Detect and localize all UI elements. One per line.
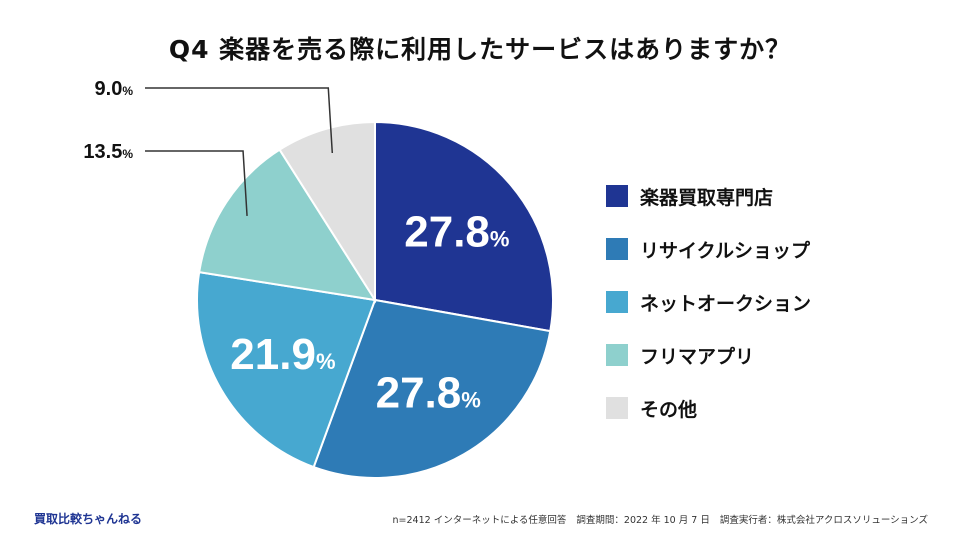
slice-value-label: 13.5% — [83, 141, 133, 163]
survey-footnote: n=2412 インターネットによる任意回答 調査期間：2022 年 10 月 7 … — [383, 512, 928, 526]
legend-item-other: その他 — [606, 394, 811, 422]
slice-value-label: 21.9% — [230, 330, 335, 379]
legend-item-recycle: リサイクルショップ — [606, 235, 811, 263]
legend: 楽器買取専門店 リサイクルショップ ネットオークション フリマアプリ その他 — [606, 182, 811, 447]
legend-label: リサイクルショップ — [640, 239, 811, 262]
legend-swatch — [606, 397, 628, 419]
legend-label: ネットオークション — [640, 292, 812, 315]
pie-slice — [278, 120, 376, 304]
period-note: 調査期間：2022 年 10 月 7 日 — [576, 515, 710, 526]
pie-slice — [374, 120, 554, 333]
slice-value-label: 27.8% — [376, 369, 481, 418]
sample-note: n=2412 インターネットによる任意回答 — [392, 515, 567, 526]
legend-label: その他 — [640, 398, 698, 421]
legend-label: フリマアプリ — [640, 345, 755, 368]
leader-line — [145, 87, 334, 154]
chart-title: Q4 楽器を売る際に利用したサービスはありますか？ — [168, 35, 792, 64]
conductor-note: 調査実行者：株式会社アクロスソリューションズ — [719, 515, 928, 526]
pie-slice — [198, 148, 378, 302]
legend-swatch — [606, 344, 628, 366]
legend-swatch — [606, 291, 628, 313]
brand-name: 買取比較ちゃんねる — [34, 512, 143, 526]
leader-line — [145, 150, 248, 217]
pie-slice — [196, 271, 377, 469]
legend-label: 楽器買取専門店 — [640, 186, 774, 209]
legend-item-auction: ネットオークション — [606, 288, 811, 316]
legend-item-flea: フリマアプリ — [606, 341, 811, 369]
legend-item-shop: 楽器買取専門店 — [606, 182, 811, 210]
legend-swatch — [606, 185, 628, 207]
legend-swatch — [606, 238, 628, 260]
slice-value-label: 9.0% — [95, 78, 134, 100]
slice-value-label: 27.8% — [404, 207, 509, 256]
pie-slice — [312, 298, 552, 479]
